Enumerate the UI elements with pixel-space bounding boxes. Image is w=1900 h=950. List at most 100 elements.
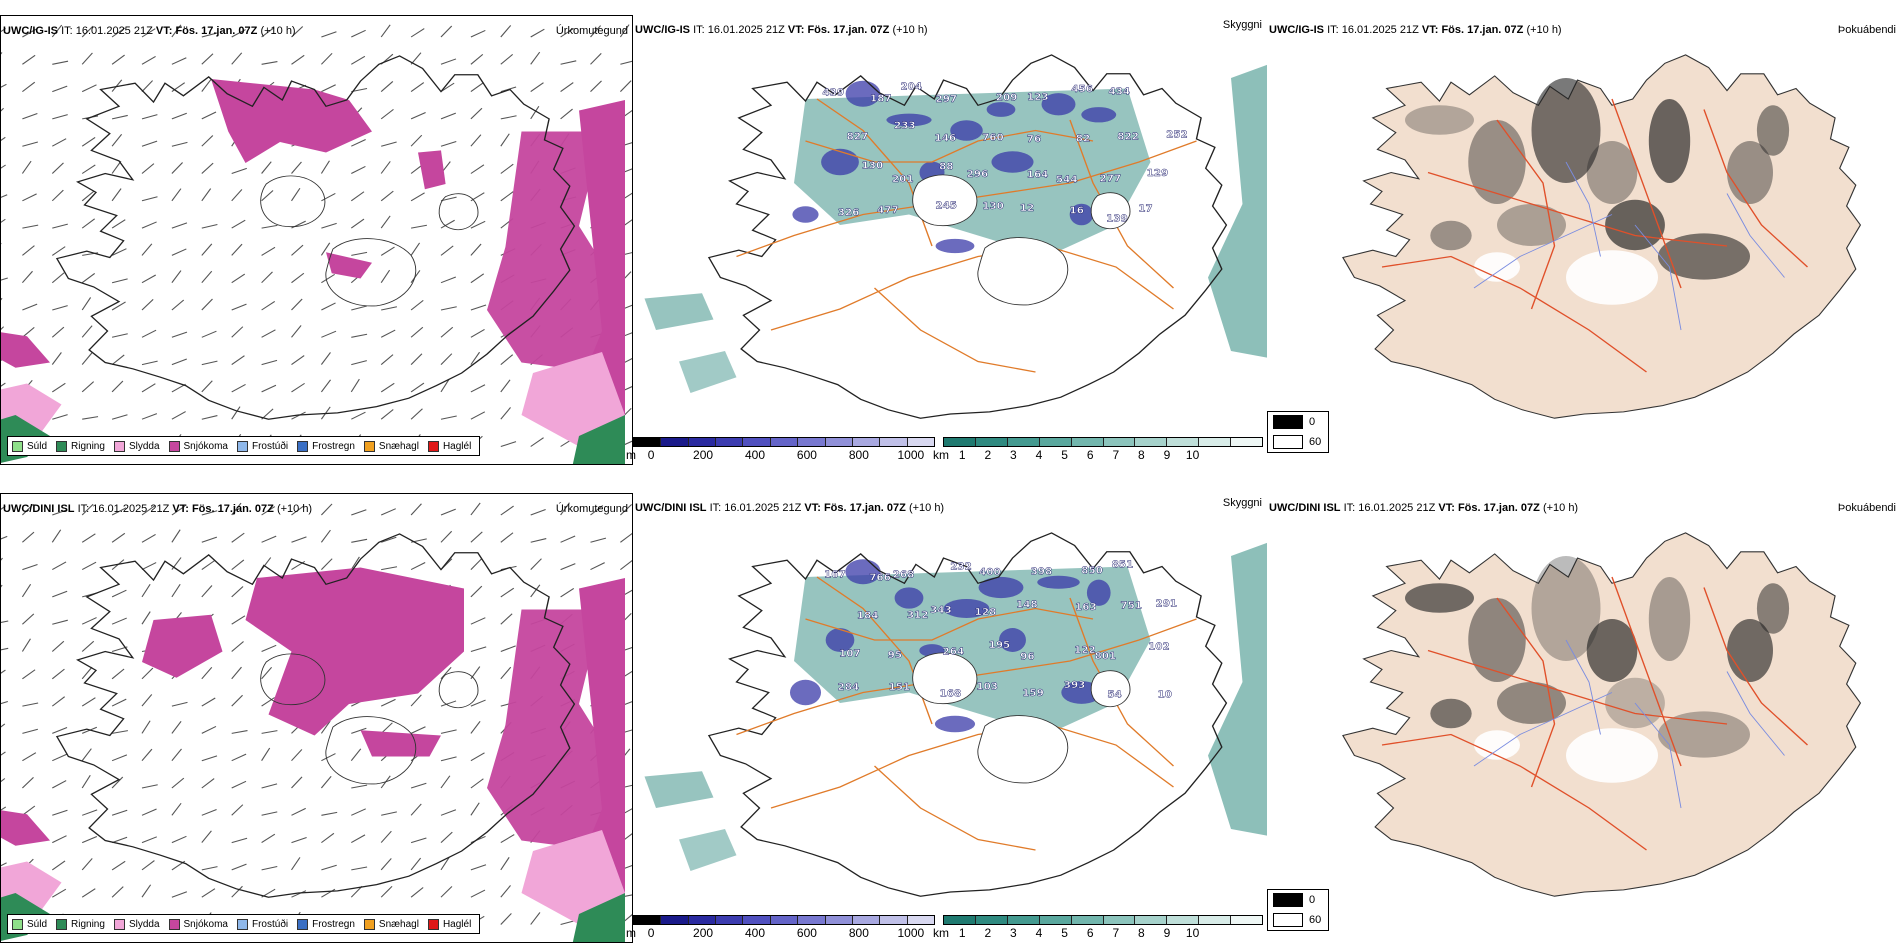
wind-barb xyxy=(51,189,64,202)
wind-barb xyxy=(231,753,247,762)
colorbar-tick: 600 xyxy=(796,448,817,462)
wind-barb xyxy=(500,407,511,420)
wind-barb xyxy=(350,748,362,762)
fog-shade-area xyxy=(1531,78,1601,183)
wind-barb xyxy=(1,723,6,728)
wind-barb xyxy=(620,60,632,65)
wind-barb xyxy=(261,384,277,393)
cloud-base-label: 277 xyxy=(1100,174,1122,184)
wind-barb xyxy=(111,668,125,680)
snow-area xyxy=(211,79,372,163)
wind-barb xyxy=(291,749,303,762)
cloud-base-label: 204 xyxy=(900,82,922,92)
wind-barb xyxy=(320,558,333,570)
road xyxy=(805,607,1094,641)
cloud-base-colorbar-bottom: m 0 200 400 600 800 1000 xyxy=(626,915,935,940)
wind-barb xyxy=(470,273,485,284)
wind-barb xyxy=(560,587,575,598)
wind-barb xyxy=(141,836,158,844)
panel-title: Þokuábendi xyxy=(1837,24,1896,36)
precip-areas xyxy=(1,567,625,942)
cloud-base-label: 17 xyxy=(1138,204,1153,214)
wind-barb xyxy=(171,141,188,147)
wind-barb xyxy=(51,162,64,174)
wind-barb xyxy=(22,669,36,680)
wind-barb xyxy=(52,223,68,229)
wind-barb xyxy=(470,778,484,789)
road xyxy=(770,723,1174,809)
legend-swatch xyxy=(12,918,23,930)
wind-barb xyxy=(81,503,94,516)
wind-barb xyxy=(231,167,247,174)
fog-legend-label: 60 xyxy=(1309,436,1322,448)
wind-barb xyxy=(1,647,9,651)
wind-barb xyxy=(231,189,243,202)
fog-shade-area xyxy=(1497,203,1566,246)
wind-barb xyxy=(261,359,278,366)
colorbar-tick: 8 xyxy=(1138,448,1145,462)
wind-barb xyxy=(81,858,93,871)
wind-barb xyxy=(82,416,99,420)
colorbar-tick: 10 xyxy=(1185,926,1200,940)
wind-barb xyxy=(51,382,66,393)
wind-barb xyxy=(52,60,69,65)
wind-barb xyxy=(470,502,481,516)
wind-barb xyxy=(52,561,67,571)
wind-barb xyxy=(321,84,336,93)
wind-barb xyxy=(410,28,425,38)
wind-barb xyxy=(171,721,182,734)
wind-barb xyxy=(22,224,39,229)
colorbar-segment xyxy=(770,438,799,446)
wind-barb xyxy=(141,413,158,420)
wind-barb xyxy=(261,27,275,38)
wind-barb xyxy=(470,351,481,365)
wind-barb xyxy=(321,888,336,898)
cloud-base-label: 439 xyxy=(822,88,844,98)
wind-barb xyxy=(440,508,456,516)
wind-barb xyxy=(141,562,157,571)
precip-legend: Súld Rigning Slydda Snjókoma Frostúði Frostre… xyxy=(7,436,481,456)
wind-barb xyxy=(141,583,151,598)
wind-barb xyxy=(321,832,335,844)
wind-barb xyxy=(111,532,126,543)
colorbar-tick: 600 xyxy=(796,926,817,940)
wind-barb xyxy=(261,535,277,543)
wind-barb xyxy=(410,242,421,256)
colorbar-tick: 2 xyxy=(984,926,992,940)
wind-barb xyxy=(500,613,513,625)
wind-barb xyxy=(590,25,602,38)
colorbar-segment xyxy=(1071,438,1104,446)
wind-barb xyxy=(530,437,544,447)
wind-barb xyxy=(52,619,68,625)
wind-barb xyxy=(51,529,62,543)
colorbar-tick: 7 xyxy=(1112,448,1120,462)
wind-barb xyxy=(410,857,422,871)
rivers xyxy=(1473,639,1785,809)
wind-barb xyxy=(21,638,31,652)
wind-barb xyxy=(470,304,487,311)
wind-barb xyxy=(81,84,97,93)
legend-swatch xyxy=(113,440,125,452)
wind-barb xyxy=(52,305,68,311)
wind-barb xyxy=(530,508,546,516)
wind-barb xyxy=(81,888,96,898)
wind-barb xyxy=(291,890,307,898)
wind-barb xyxy=(261,190,274,202)
colorbar-segment xyxy=(880,438,908,446)
wind-barb xyxy=(470,82,484,93)
wind-barb xyxy=(410,726,426,734)
cloud-base-label: 164 xyxy=(1027,170,1049,180)
wind-barb xyxy=(52,114,68,120)
wind-barb xyxy=(440,809,457,816)
cloud-base-label: 751 xyxy=(1120,601,1142,611)
cloud-base-label: 851 xyxy=(1112,560,1134,570)
wind-barb xyxy=(470,699,486,707)
fog-shade-area xyxy=(1648,99,1691,183)
wind-barb xyxy=(22,54,36,65)
wind-barb xyxy=(201,778,215,789)
wind-barb xyxy=(22,531,35,543)
cloud-base-label: 139 xyxy=(1106,214,1128,224)
wind-barb xyxy=(51,860,66,871)
wind-barb xyxy=(261,271,273,284)
wind-barb xyxy=(351,538,368,543)
